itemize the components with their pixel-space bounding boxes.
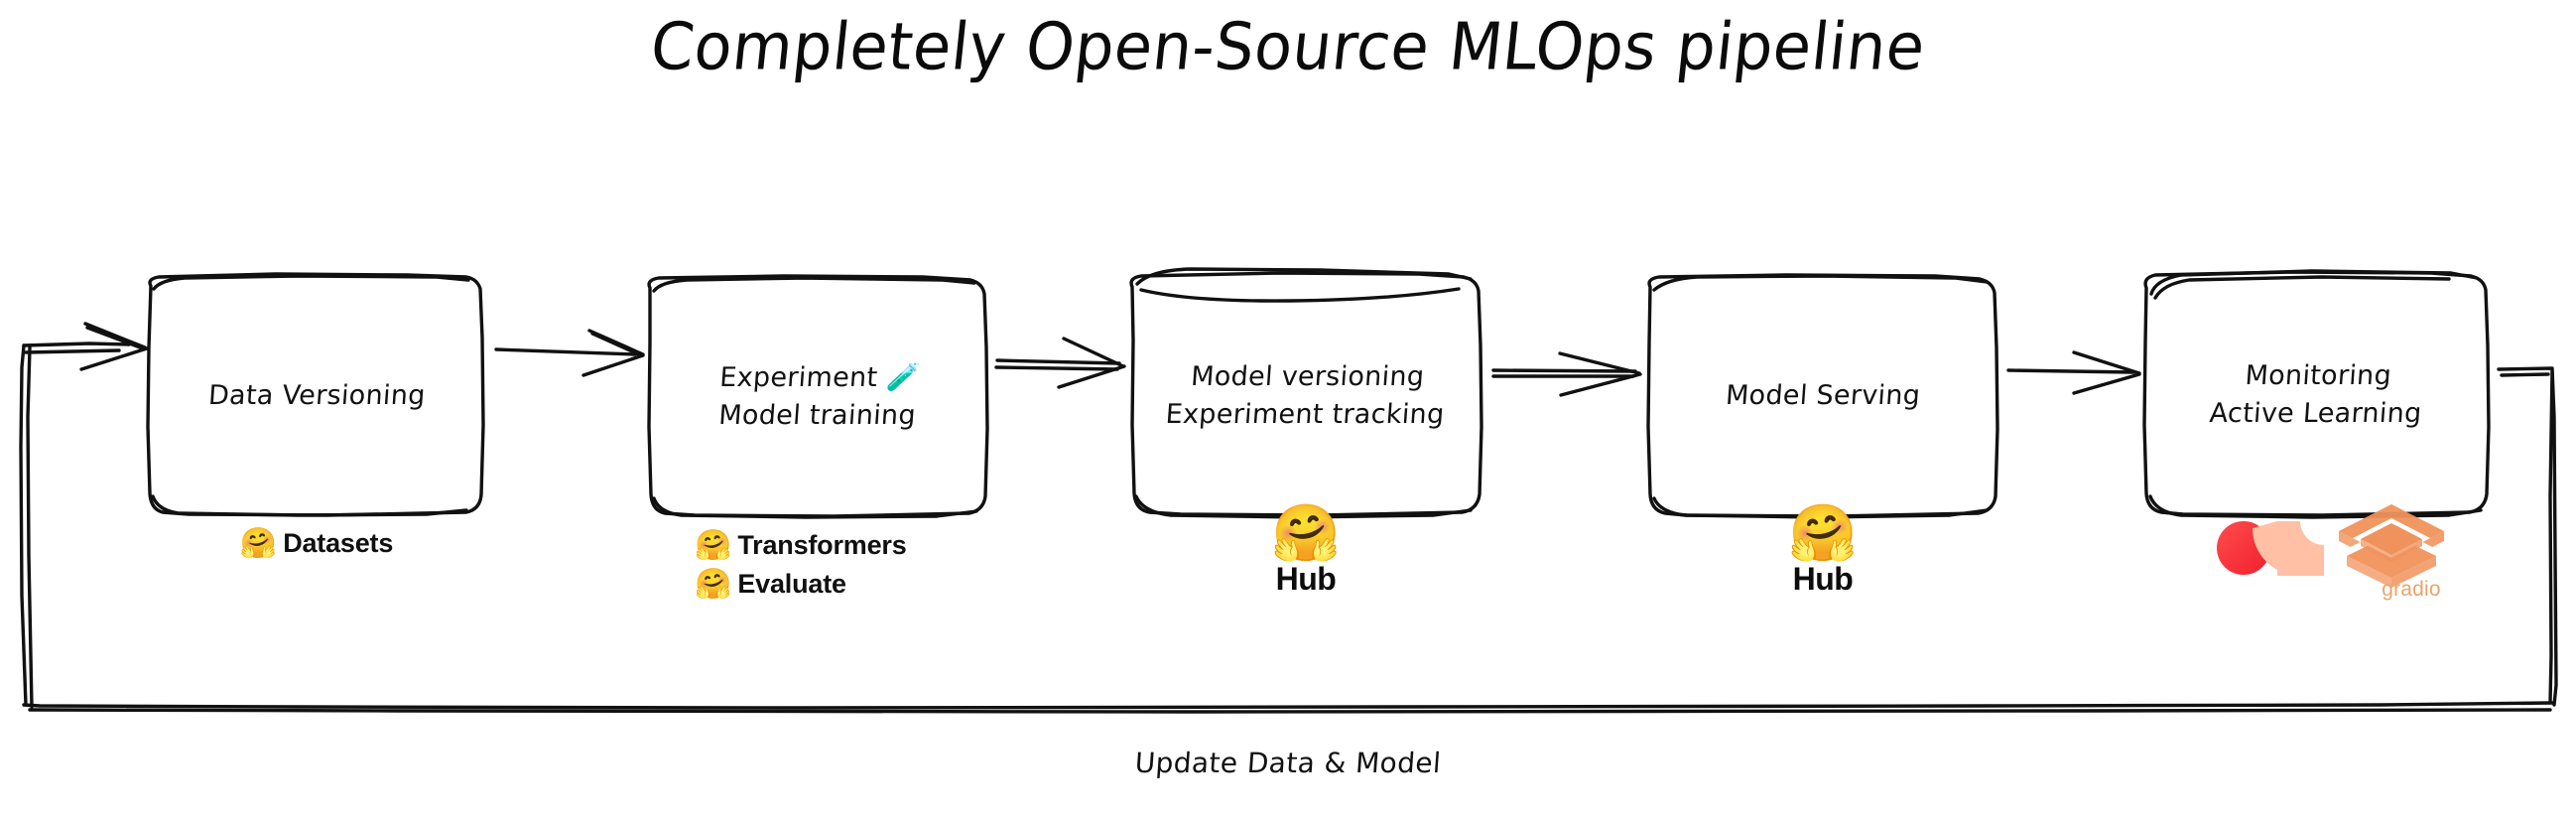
hugging-face-hub-icon: 🤗 Hub	[1768, 506, 1877, 598]
tool-item[interactable]: gradio	[2225, 496, 2459, 601]
flow-arrow-2	[994, 337, 1126, 389]
tool-label: Evaluate	[737, 569, 846, 599]
tool-label: Datasets	[283, 528, 394, 558]
tool-item[interactable]: 🤗 Transformers	[695, 530, 907, 561]
hugging-face-icon: 🤗	[1788, 501, 1858, 566]
stage-label-experiment-model-training: Experiment 🧪 Model training	[717, 361, 922, 431]
stage-label-model-versioning: Model versioning Experiment tracking	[1164, 360, 1446, 430]
flow-arrow-4	[2006, 350, 2141, 395]
hugging-face-ruler-icon: 🤗	[695, 566, 732, 602]
stage-label-monitoring-active-learning: Monitoring Active Learning	[2208, 360, 2423, 430]
stage-tools-monitoring-active-learning: gradio	[2203, 496, 2481, 601]
tool-label: Transformers	[737, 530, 907, 560]
stage-tools-model-versioning: 🤗 Hub	[1131, 506, 1481, 598]
argilla-logo-placeholder	[2225, 511, 2320, 577]
stage-tools-experiment-model-training: 🤗 Transformers 🤗 Evaluate	[635, 530, 1002, 600]
stage-box-experiment-model-training[interactable]: Experiment 🧪 Model training	[650, 278, 987, 516]
tool-label: Hub	[1792, 561, 1854, 597]
hugging-face-icon: 🤗	[1271, 501, 1341, 566]
tool-item[interactable]: 🤗 Hub	[1768, 506, 1877, 598]
flow-arrow-1	[494, 329, 645, 377]
tool-item[interactable]: 🤗 Hub	[1251, 506, 1360, 598]
stage-tools-model-serving: 🤗 Hub	[1649, 506, 1996, 598]
stage-box-monitoring-active-learning[interactable]: Monitoring Active Learning	[2145, 275, 2488, 516]
stage-box-model-versioning[interactable]: Model versioning Experiment tracking	[1131, 276, 1481, 516]
hugging-face-hub-icon: 🤗 Hub	[1251, 506, 1360, 598]
hugging-face-icon: 🤗	[239, 525, 278, 561]
stage-box-model-serving[interactable]: Model Serving	[1649, 277, 1996, 516]
diagram-title: Completely Open-Source MLOps pipeline	[647, 7, 1929, 85]
feedback-loop-caption: Update Data & Model	[1133, 747, 1443, 779]
tool-label: Hub	[1275, 561, 1337, 597]
tool-item[interactable]: 🤗 Evaluate	[695, 569, 846, 600]
tool-item[interactable]: 🤗 Datasets	[239, 525, 394, 561]
stage-box-data-versioning[interactable]: Data Versioning	[149, 276, 484, 516]
tool-label: gradio	[2382, 578, 2441, 601]
hugging-face-icon: 🤗	[695, 527, 732, 563]
stage-label-data-versioning: Data Versioning	[206, 379, 427, 411]
gradio-logo-placeholder: gradio	[2364, 496, 2459, 601]
flow-arrow-3	[1491, 351, 1642, 397]
stage-label-model-serving: Model Serving	[1724, 380, 1922, 412]
stage-tools-data-versioning: 🤗 Datasets	[149, 528, 484, 559]
